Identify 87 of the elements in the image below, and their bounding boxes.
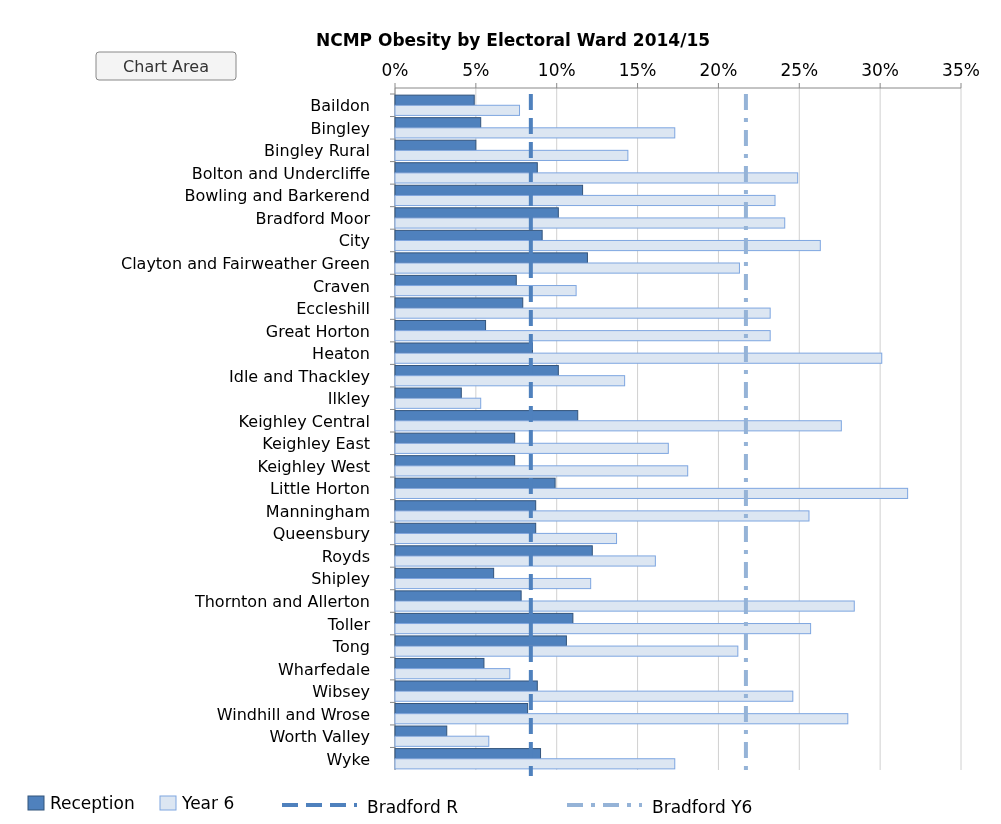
bar xyxy=(394,735,490,747)
bar xyxy=(394,690,794,702)
y-tick-label: Baildon xyxy=(310,96,370,116)
bar xyxy=(394,623,812,635)
bar xyxy=(394,510,810,522)
y-tick-label: Windhill and Wrose xyxy=(216,704,370,724)
bar xyxy=(394,432,516,444)
legend-label: Year 6 xyxy=(181,793,235,813)
y-tick-label: Little Horton xyxy=(270,479,370,499)
x-tick-label: 25% xyxy=(780,60,819,80)
y-tick-label: Keighley East xyxy=(262,434,370,454)
bar xyxy=(394,442,669,454)
y-tick-label: Toller xyxy=(326,614,371,634)
bar xyxy=(394,239,821,252)
bar xyxy=(394,577,592,590)
x-tick-label: 20% xyxy=(699,60,738,80)
x-tick-label: 0% xyxy=(381,60,409,80)
bar xyxy=(394,172,799,184)
x-tick-label: 5% xyxy=(462,60,490,80)
y-tick-label: Craven xyxy=(312,276,370,296)
legend-label: Bradford R xyxy=(367,797,459,817)
bar xyxy=(394,127,676,139)
bar xyxy=(394,465,689,477)
bar xyxy=(394,657,485,670)
bar xyxy=(394,194,776,207)
y-tick-label: Eccleshill xyxy=(296,299,370,319)
y-tick-label: City xyxy=(338,231,370,251)
y-tick-label: Keighley Central xyxy=(238,411,370,431)
chart-title: NCMP Obesity by Electoral Ward 2014/15 xyxy=(315,30,711,50)
y-tick-label: Thornton and Allerton xyxy=(193,592,370,611)
y-tick-label: Bingley Rural xyxy=(264,141,370,161)
x-tick-label: 35% xyxy=(942,60,980,80)
y-tick-label: Wibsey xyxy=(312,682,370,702)
bar xyxy=(394,555,656,567)
x-tick-label: 10% xyxy=(537,60,576,80)
bar xyxy=(394,375,626,387)
bar xyxy=(394,645,739,657)
bar xyxy=(394,387,462,399)
bar xyxy=(394,117,482,129)
bar xyxy=(394,420,842,432)
y-tick-label: Royds xyxy=(321,546,370,566)
y-tick-label: Clayton and Fairweather Green xyxy=(120,254,370,273)
y-tick-label: Worth Valley xyxy=(269,727,370,747)
bar xyxy=(394,397,482,409)
y-tick-label: Great Horton xyxy=(265,321,370,341)
bar xyxy=(394,274,517,287)
bar xyxy=(394,600,855,612)
y-tick-label: Wharfedale xyxy=(277,659,370,679)
bar xyxy=(394,532,618,545)
bar xyxy=(394,725,448,737)
legend-label: Reception xyxy=(50,793,135,813)
bar xyxy=(394,352,883,364)
bar xyxy=(394,567,495,579)
bar xyxy=(394,319,487,332)
y-tick-label: Manningham xyxy=(265,501,370,521)
y-tick-label: Ilkley xyxy=(327,389,370,409)
bar xyxy=(394,262,740,274)
bar xyxy=(394,758,676,770)
bar xyxy=(394,330,771,342)
bar xyxy=(394,297,524,309)
bar xyxy=(394,590,522,602)
y-tick-label: Idle and Thackley xyxy=(229,366,370,386)
tooltip-box: Chart Area xyxy=(95,51,237,81)
x-tick-label: 15% xyxy=(618,60,657,80)
y-tick-label: Wyke xyxy=(326,749,370,769)
bar xyxy=(394,713,849,725)
y-tick-label: Bingley xyxy=(310,118,370,138)
y-tick-label: Heaton xyxy=(312,344,370,364)
bar xyxy=(394,668,511,680)
y-tick-label: Queensbury xyxy=(272,524,370,544)
y-tick-label: Keighley West xyxy=(257,456,370,476)
y-tick-label: Bradford Moor xyxy=(255,208,371,228)
legend-label: Bradford Y6 xyxy=(652,797,753,817)
bar xyxy=(394,487,909,499)
y-tick-label: Shipley xyxy=(311,569,370,589)
bar xyxy=(394,307,771,319)
bar xyxy=(394,149,629,161)
bar xyxy=(394,94,475,106)
x-tick-label: 30% xyxy=(861,60,900,80)
bar xyxy=(394,217,786,229)
y-tick-label: Bolton and Undercliffe xyxy=(191,163,370,183)
bar xyxy=(394,104,521,116)
bar xyxy=(394,139,477,151)
y-tick-label: Bowling and Barkerend xyxy=(184,186,370,206)
bar xyxy=(394,455,516,467)
bar xyxy=(394,285,577,297)
y-tick-label: Tong xyxy=(331,637,370,657)
